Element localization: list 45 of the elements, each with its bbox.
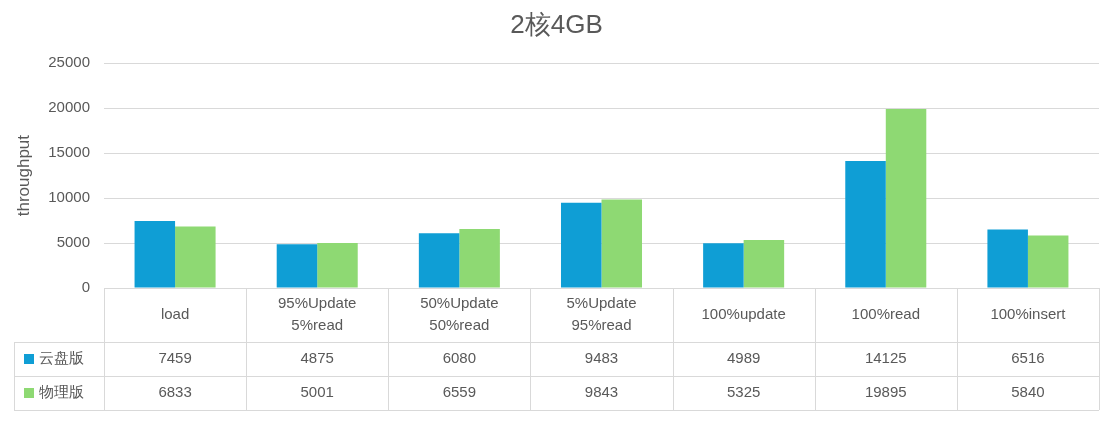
bar <box>418 233 460 288</box>
y-tick-label: 25000 <box>48 53 90 71</box>
bar <box>1027 235 1069 288</box>
y-tick-label: 10000 <box>48 188 90 206</box>
data-label: 9483 <box>584 349 619 367</box>
x-tick-label: 50%Update 50%read <box>420 294 499 334</box>
bar <box>601 199 643 288</box>
x-tick-label: 5%Update 95%read <box>566 294 637 334</box>
data-label: 6559 <box>442 383 477 401</box>
x-tick-label: 100%insert <box>990 305 1067 323</box>
x-tick-label: load <box>160 305 190 323</box>
y-tick-label: 20000 <box>48 98 90 116</box>
data-label: 4989 <box>726 349 761 367</box>
data-label: 5840 <box>1011 383 1045 401</box>
data-label: 6516 <box>1011 349 1045 367</box>
x-tick-label: 100%read <box>851 305 920 323</box>
data-label: 19895 <box>864 383 907 401</box>
legend-label: 物理版 <box>39 383 84 401</box>
data-label: 5001 <box>300 383 334 401</box>
bar <box>885 109 927 288</box>
bar <box>560 202 602 288</box>
bar <box>175 226 216 288</box>
bar <box>845 160 886 288</box>
bar <box>134 220 176 288</box>
data-label: 14125 <box>864 349 907 367</box>
bar <box>459 229 500 288</box>
x-tick-label: 100%update <box>701 305 786 323</box>
y-tick-label: 0 <box>81 278 90 296</box>
bar <box>317 243 358 288</box>
chart-title: 2核4GB <box>510 8 603 39</box>
data-label: 6080 <box>442 349 477 367</box>
y-tick-label: 15000 <box>48 143 90 161</box>
data-label: 5325 <box>726 383 761 401</box>
bar <box>703 243 744 288</box>
data-label: 9843 <box>584 383 619 401</box>
x-tick-label: 95%Update 5%read <box>278 294 357 334</box>
data-label: 6833 <box>158 383 192 401</box>
legend-label: 云盘版 <box>39 349 84 367</box>
bar <box>276 244 318 288</box>
y-axis-title: throughput <box>13 134 33 217</box>
bar <box>987 229 1028 288</box>
data-label: 7459 <box>158 349 192 367</box>
y-tick-label: 5000 <box>56 233 90 251</box>
bar <box>743 240 785 288</box>
data-label: 4875 <box>300 349 334 367</box>
